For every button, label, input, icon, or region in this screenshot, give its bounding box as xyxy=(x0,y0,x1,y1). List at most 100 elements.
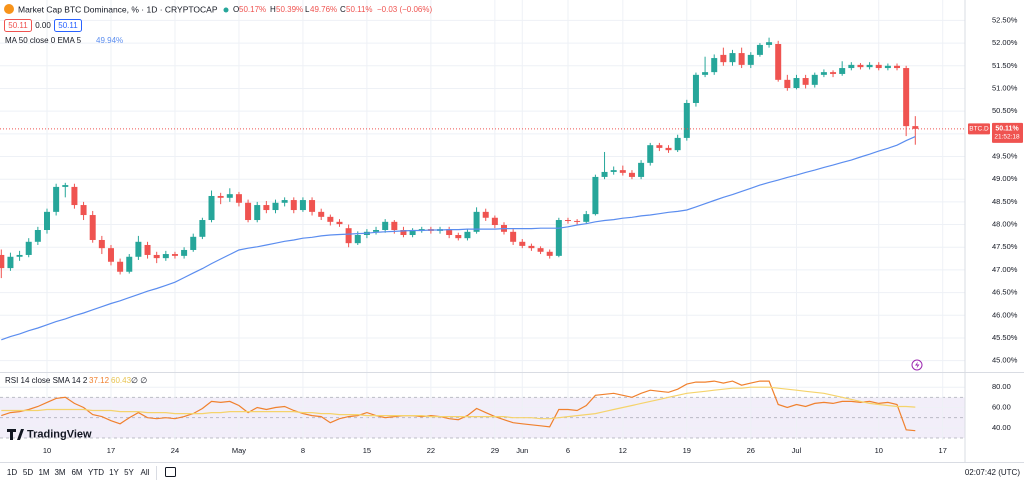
candle-body xyxy=(747,54,754,65)
symbol-tag: BTC.D xyxy=(969,126,989,133)
buy-button[interactable] xyxy=(54,19,82,32)
candle-body xyxy=(181,249,188,256)
range-button[interactable]: 5Y xyxy=(124,468,134,477)
ohlc-value: 49.76% xyxy=(310,5,337,14)
countdown: 21:52:18 xyxy=(994,134,1020,141)
candle-body xyxy=(245,202,252,221)
candle-body xyxy=(830,72,837,74)
candle-body xyxy=(16,254,23,257)
y-tick-label: 40.00 xyxy=(992,423,1011,432)
candle-body xyxy=(217,195,224,198)
ohlc-value: 50.17% xyxy=(239,5,266,14)
sell-button[interactable] xyxy=(4,19,32,32)
range-button[interactable]: 1M xyxy=(38,468,49,477)
candle-body xyxy=(473,211,480,232)
x-tick-label: 10 xyxy=(875,446,883,455)
candle-body xyxy=(510,231,517,242)
candle-body xyxy=(674,137,681,151)
sell-price[interactable]: 50.11 xyxy=(8,21,28,30)
calendar-icon[interactable] xyxy=(165,467,176,477)
range-button[interactable]: 1D xyxy=(7,468,17,477)
candle-body xyxy=(866,64,873,68)
range-button[interactable]: 6M xyxy=(71,468,82,477)
candle-body xyxy=(263,205,270,211)
symbol-title[interactable]: Market Cap BTC Dominance, % · 1D · CRYPT… xyxy=(18,4,218,14)
candle-body xyxy=(528,245,535,249)
range-buttons: 1D 5D 1M 3M 6M YTD 1Y 5Y All xyxy=(7,468,150,477)
y-tick-label: 46.00% xyxy=(992,310,1018,319)
plot-layer: 10 17 24 May 8 15 22 29 Jun 6 12 19 26 Jul 10 17 45.00% 4… xyxy=(0,0,1018,455)
y-tick-label: 80.00 xyxy=(992,382,1011,391)
candle-body xyxy=(775,44,782,80)
candle-body xyxy=(409,230,416,235)
last-price-label: 50.11% xyxy=(995,126,1019,133)
candle-body xyxy=(34,230,41,242)
x-tick-label: 15 xyxy=(363,446,371,455)
ohlc-label: O xyxy=(233,5,239,14)
candle-body xyxy=(601,171,608,177)
x-tick-label: 17 xyxy=(939,446,947,455)
range-button[interactable]: 3M xyxy=(54,468,65,477)
candle-body xyxy=(418,229,425,231)
range-button[interactable]: 1Y xyxy=(109,468,119,477)
candle-body xyxy=(683,102,690,138)
x-tick-label: 24 xyxy=(171,446,179,455)
y-tick-label: 47.50% xyxy=(992,242,1018,251)
candle-body xyxy=(400,230,407,235)
candle-body xyxy=(766,42,773,45)
x-tick-label: 10 xyxy=(43,446,51,455)
candle-body xyxy=(702,72,709,75)
ohlc-change: −0.03 (−0.06%) xyxy=(377,5,432,14)
candle-body xyxy=(894,65,901,69)
x-tick-label: Jul xyxy=(792,446,802,455)
logo-text[interactable]: TradingView xyxy=(27,428,92,440)
candle-body xyxy=(373,230,380,232)
candle-body xyxy=(738,53,745,65)
candle-body xyxy=(884,65,891,69)
range-button[interactable]: All xyxy=(141,468,150,477)
candle-body xyxy=(235,194,242,203)
candle-body xyxy=(190,236,197,250)
x-tick-label: 6 xyxy=(566,446,570,455)
candle-body xyxy=(756,44,763,55)
candle-body xyxy=(254,205,261,221)
candle-body xyxy=(519,241,526,246)
candle-body xyxy=(71,186,78,206)
candle-body xyxy=(537,248,544,252)
y-tick-label: 46.50% xyxy=(992,288,1018,297)
rsi-value: 37.12 xyxy=(89,376,110,385)
buy-price[interactable]: 50.11 xyxy=(58,21,78,30)
rsi-legend[interactable]: RSI 14 close SMA 14 2 xyxy=(5,376,88,385)
candle-body xyxy=(336,221,343,225)
candle-body xyxy=(281,200,288,203)
y-tick-label: 45.00% xyxy=(992,356,1018,365)
candle-body xyxy=(117,261,124,272)
candle-body xyxy=(692,74,699,103)
candle-body xyxy=(592,176,599,215)
ohlc-label: C xyxy=(340,5,346,14)
x-tick-label: 22 xyxy=(427,446,435,455)
candle-body xyxy=(802,78,809,85)
y-tick-label: 60.00 xyxy=(992,402,1011,411)
candle-body xyxy=(0,254,5,269)
candle-body xyxy=(482,211,489,218)
candle-body xyxy=(784,79,791,89)
candle-body xyxy=(793,78,800,89)
range-button[interactable]: 5D xyxy=(23,468,33,477)
candle-body xyxy=(711,58,718,73)
x-tick-label: 29 xyxy=(491,446,499,455)
candle-body xyxy=(199,220,206,237)
ohlc-value: 50.11% xyxy=(346,5,373,14)
ma-legend[interactable]: MA 50 close 0 EMA 5 xyxy=(5,36,82,45)
y-tick-label: 52.00% xyxy=(992,38,1018,47)
candle-body xyxy=(208,195,215,221)
range-button[interactable]: YTD xyxy=(88,468,104,477)
candle-body xyxy=(144,244,151,255)
candle-body xyxy=(290,200,297,211)
series-line xyxy=(1,386,916,420)
clock[interactable]: 02:07:42 (UTC) xyxy=(965,468,1020,477)
y-tick-label: 49.00% xyxy=(992,174,1018,183)
y-tick-label: 51.50% xyxy=(992,61,1018,70)
candle-body xyxy=(226,194,233,198)
